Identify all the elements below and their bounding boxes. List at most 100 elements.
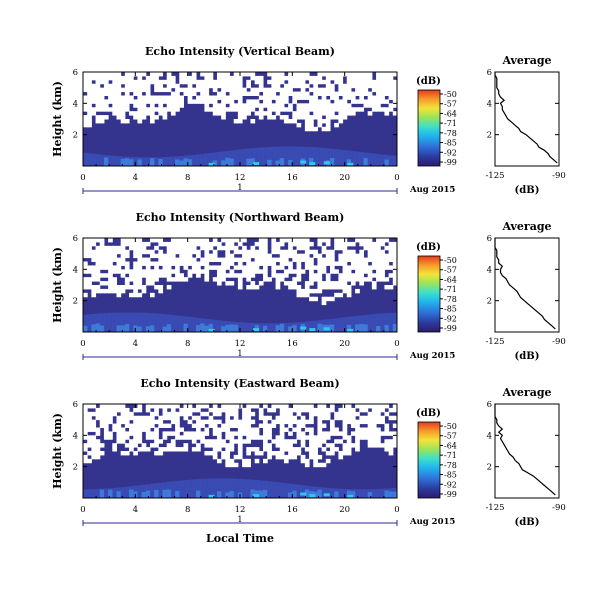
heatmap-cell-empty [191, 99, 197, 104]
heatmap-cell-empty [120, 95, 126, 100]
heatmap-cells [83, 238, 398, 332]
heatmap-cell-empty [250, 447, 256, 452]
heatmap-cell-empty [137, 241, 143, 247]
heatmap-cell-empty [95, 427, 101, 432]
heatmap-cell-empty [183, 91, 189, 96]
heatmap-cell-empty [283, 419, 289, 425]
heatmap-cell-empty [376, 95, 381, 100]
heatmap-cell-empty [221, 72, 226, 77]
date-label: Aug 2015 [409, 351, 455, 361]
heatmap-cell-empty [212, 107, 218, 112]
heatmap-cell-empty [275, 87, 281, 93]
heatmap-cell-empty [166, 75, 172, 81]
heatmap-cell-empty [129, 99, 134, 104]
heatmap-cell-empty [267, 72, 272, 77]
average-profile-line [494, 404, 556, 496]
heatmap-cell-echo [175, 159, 180, 166]
heatmap-cell-empty [296, 261, 302, 266]
heatmap-cell-echo [317, 489, 323, 498]
heatmap-cell-empty [87, 277, 92, 282]
heatmap-cell-empty [183, 447, 189, 452]
heatmap-cell-empty [200, 431, 205, 436]
heatmap-cell-empty [225, 75, 231, 81]
heatmap-cell-empty [359, 419, 365, 425]
heatmap-cell-empty [95, 257, 101, 262]
heatmap-cell-empty [304, 111, 310, 116]
heatmap-cell-empty [129, 95, 134, 100]
heatmap-cell-empty [283, 411, 289, 417]
heatmap-cell-empty [275, 245, 281, 251]
heatmap-cell-empty [258, 435, 264, 440]
heatmap-cell-empty [124, 265, 130, 270]
heatmap-cell-empty [296, 431, 302, 436]
heatmap-cell-empty [388, 87, 394, 93]
heatmap-cell-empty [350, 83, 356, 89]
heatmap-cell-empty [388, 95, 394, 100]
heatmap-cell-empty [103, 419, 109, 425]
heatmap-cell-empty [359, 249, 365, 255]
heatmap-cell-empty [363, 75, 369, 81]
heatmap-cell-empty [283, 95, 289, 100]
heatmap-cell-echo [350, 491, 356, 498]
heatmap-cell-empty [283, 407, 289, 413]
heatmap-cell-empty [242, 411, 247, 417]
heatmap-cell-empty [120, 439, 126, 444]
heatmap-cell-empty [95, 447, 101, 452]
heatmap-cell-empty [233, 265, 239, 270]
heatmap-cell-empty [216, 111, 222, 116]
heatmap-cell-empty [216, 277, 222, 282]
colorbar-tick-label: -99 [444, 158, 457, 167]
heatmap-cell-empty [342, 91, 348, 96]
heatmap-cell-empty [275, 99, 281, 104]
heatmap-cell-empty [124, 443, 130, 448]
heatmap-cell-empty [317, 281, 323, 286]
heatmap-cell-empty [95, 285, 101, 290]
heatmap-cell-empty [108, 95, 113, 100]
heatmap-cell-empty [325, 83, 331, 89]
heatmap-cell-empty [149, 79, 155, 85]
heatmap-cell-empty [317, 443, 323, 448]
heatmap-cell-empty [158, 288, 164, 294]
heatmap-cell-empty [292, 95, 298, 100]
heatmap-cell-empty [296, 91, 302, 96]
heatmap-cell-empty [288, 241, 293, 247]
heatmap-cell-empty [99, 423, 105, 428]
heatmap-cell-empty [263, 99, 268, 104]
heatmap-cell-empty [221, 454, 226, 460]
heatmap-cell-empty [359, 265, 365, 270]
heatmap-cell-empty [191, 257, 197, 262]
heatmap-cell-empty [263, 435, 268, 440]
heatmap-cell-empty [346, 83, 352, 89]
y-axis-label: Height (km) [51, 247, 64, 323]
heatmap-cell-empty [179, 411, 184, 417]
heatmap-cell-empty [137, 265, 143, 270]
heatmap-cell-empty [388, 75, 394, 81]
heatmap-cell-empty [271, 423, 277, 428]
heatmap-cell-empty [384, 404, 390, 409]
heatmap-cell-empty [99, 407, 105, 413]
heatmap-cell-empty [380, 431, 385, 436]
heatmap-cell-empty [216, 269, 222, 274]
heatmap-cell-empty [330, 107, 335, 112]
heatmap-cell-empty [267, 261, 272, 266]
heatmap-cell-empty [321, 447, 327, 452]
heatmap-cell-empty [95, 245, 101, 251]
heatmap-cell-empty [283, 427, 289, 432]
heatmap-cell-empty [359, 75, 365, 81]
heatmap-cell-empty [283, 454, 289, 460]
heatmap-cell-empty [170, 95, 176, 100]
heatmap-cell-empty [212, 241, 218, 247]
heatmap-cell-echo [216, 491, 222, 498]
heatmap-cell-empty [325, 103, 331, 108]
heatmap-cell-empty [242, 462, 247, 468]
heatmap-cell-echo [309, 147, 314, 166]
heatmap-cell-empty [292, 447, 298, 452]
heatmap-cell-empty [317, 238, 323, 243]
heatmap-cell-empty [87, 91, 92, 96]
heatmap-cell-empty [380, 87, 385, 93]
x-tick-label: 4 [133, 505, 138, 515]
heatmap-cell-empty [275, 454, 281, 460]
heatmap-cell-empty [200, 72, 205, 77]
heatmap-cell-empty [116, 79, 122, 85]
heatmap-cell-empty [95, 261, 101, 266]
